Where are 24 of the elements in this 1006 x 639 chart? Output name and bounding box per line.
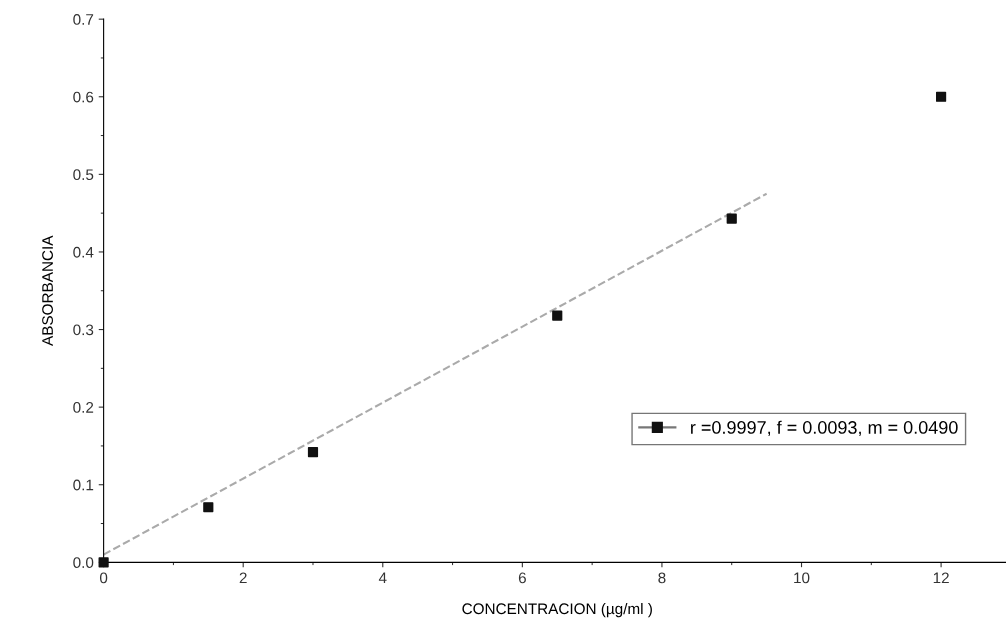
point (726, 213, 737, 224)
point (307, 447, 319, 458)
y-tick-label: 0.6 (73, 91, 94, 103)
point (98, 557, 109, 568)
x-tick-label: 10 (794, 572, 810, 584)
x-tick-label: 0 (99, 572, 108, 584)
legend-label: r =0.9997, f = 0.0093, m = 0.0490 (691, 420, 958, 436)
y-axis-title: ABSORBANCIA (42, 235, 53, 346)
x-tick-label: 4 (378, 572, 387, 584)
y-tick-label: 0.4 (73, 246, 94, 258)
y-tick-label: 0.3 (73, 324, 94, 336)
point (936, 91, 947, 102)
y-tick-label: 0.2 (73, 402, 94, 413)
y-tick-label: 0.5 (73, 169, 94, 181)
x-tick-label: 8 (658, 572, 666, 584)
point (552, 310, 563, 321)
x-tick-label: 6 (518, 572, 526, 584)
x-axis-title: CONCENTRACION (µg/ml ) (462, 602, 652, 618)
y-tick-label: 0.1 (73, 479, 94, 491)
point (203, 502, 214, 513)
x-tick-label: 2 (239, 572, 247, 584)
y-tick-label: 0.0 (73, 557, 94, 569)
x-tick-label: 12 (933, 572, 949, 584)
y-tick-label: 0.7 (73, 14, 94, 25)
